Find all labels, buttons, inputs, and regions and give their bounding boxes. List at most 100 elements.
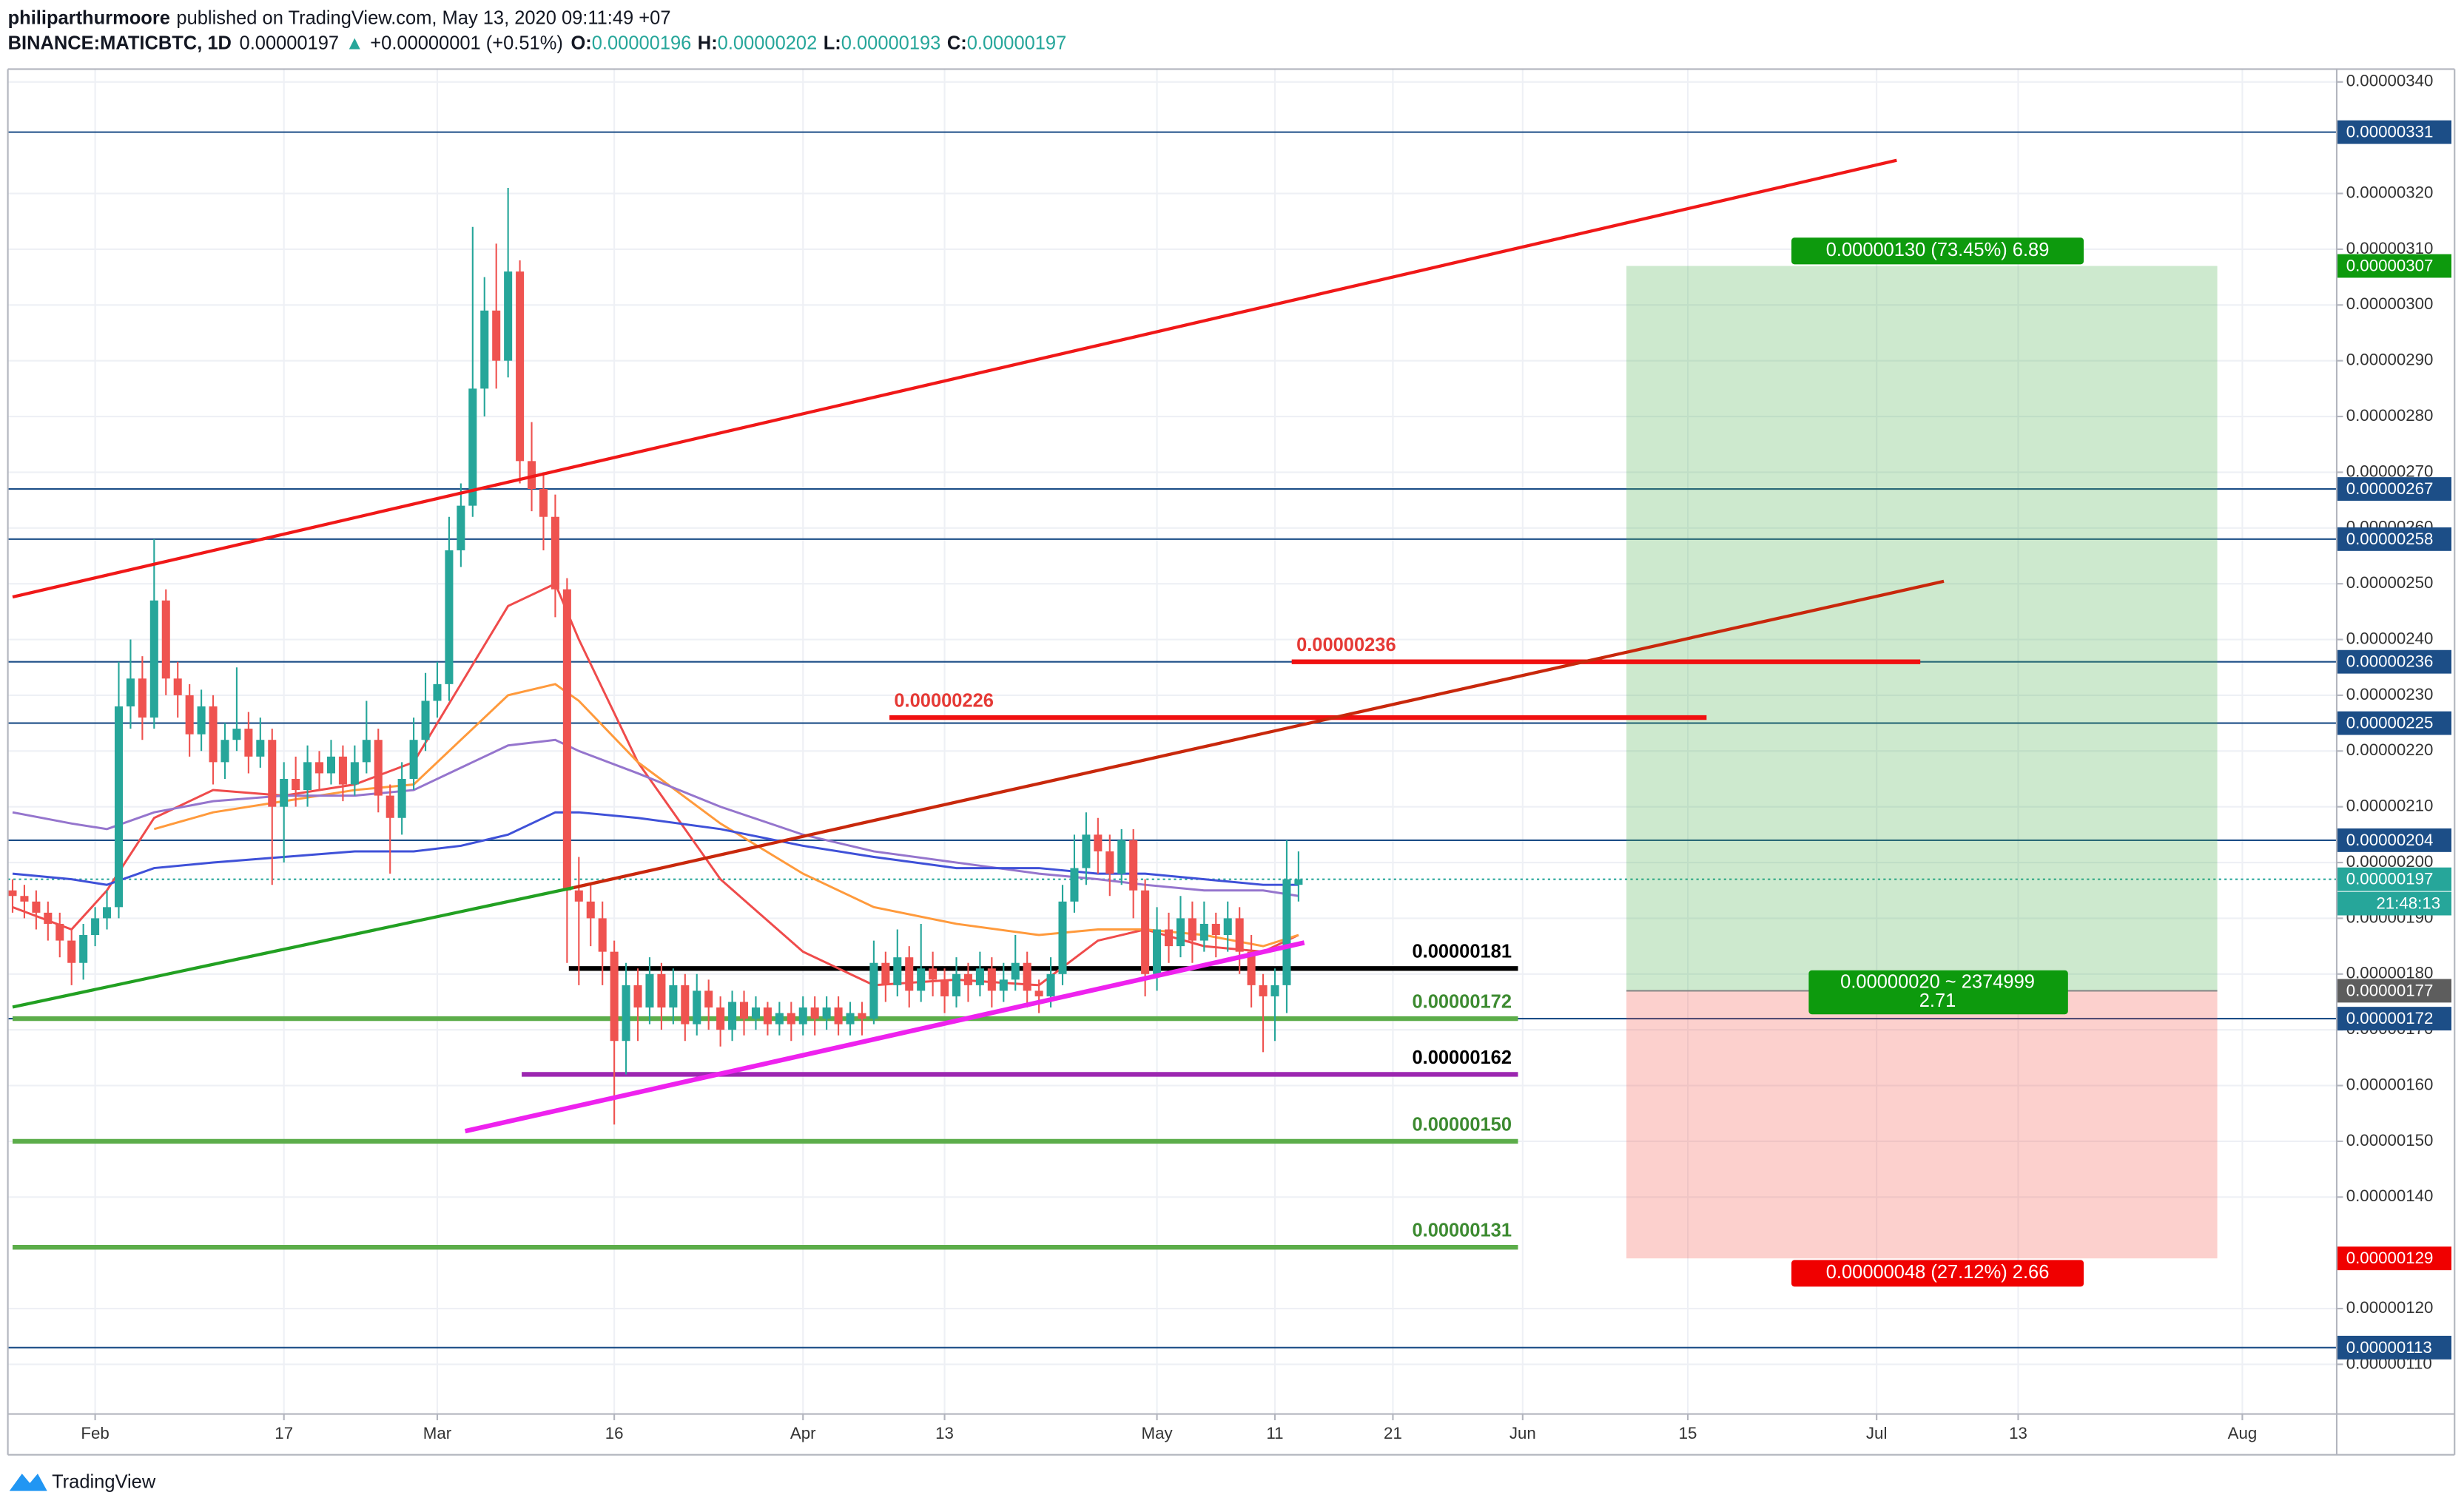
ohlc-value: 0.00000202 bbox=[718, 33, 818, 53]
logo-icon bbox=[9, 1473, 47, 1491]
candle-body bbox=[1034, 990, 1043, 996]
y-tick-label: 0.00000210 bbox=[2346, 797, 2434, 815]
price-tag bbox=[2336, 477, 2452, 501]
y-tick-label: 0.00000220 bbox=[2346, 740, 2434, 759]
x-tick-label: Apr bbox=[790, 1424, 816, 1442]
x-tick-label: 15 bbox=[1679, 1424, 1697, 1442]
entry-label: 2.71 bbox=[1919, 990, 1956, 1011]
candle-body bbox=[917, 968, 926, 991]
candle-body bbox=[586, 901, 595, 919]
candle-body bbox=[929, 968, 938, 980]
candle-body bbox=[338, 756, 347, 785]
candle-body bbox=[987, 968, 996, 991]
candle-body bbox=[1046, 973, 1055, 996]
candle-body bbox=[221, 740, 229, 763]
y-tick-label: 0.00000240 bbox=[2346, 629, 2434, 647]
candle-body bbox=[1235, 918, 1244, 952]
target-label: 0.00000130 (73.45%) 6.89 bbox=[1826, 240, 2050, 260]
candle-body bbox=[751, 1007, 760, 1019]
candle-body bbox=[1105, 851, 1114, 874]
y-tick-label: 0.00000340 bbox=[2346, 72, 2434, 90]
brand: TradingView bbox=[52, 1472, 156, 1493]
candle-body bbox=[20, 896, 29, 902]
x-tick-label: 17 bbox=[275, 1424, 293, 1442]
candle-body bbox=[268, 740, 277, 807]
candle-body bbox=[126, 678, 135, 706]
candle-body bbox=[728, 1002, 737, 1030]
price-tag bbox=[2336, 828, 2452, 852]
candle-body bbox=[32, 901, 41, 913]
candle-body bbox=[610, 951, 619, 1042]
candle-body bbox=[386, 795, 394, 818]
candle-body bbox=[681, 985, 690, 1024]
price-tag-label: 0.00000177 bbox=[2346, 981, 2434, 999]
candle-body bbox=[468, 388, 477, 506]
footer-logo bbox=[9, 1473, 47, 1491]
candle-body bbox=[232, 729, 241, 740]
candle-body bbox=[1153, 929, 1162, 974]
ohlc-key: O: bbox=[570, 33, 591, 53]
price-axis: 0.000003400.000003200.000003100.00000300… bbox=[81, 72, 2452, 1442]
candle-body bbox=[1270, 985, 1279, 996]
y-tick-label: 0.00000140 bbox=[2346, 1186, 2434, 1205]
symbol-line: BINANCE:MATICBTC, 1D 0.00000197 ▲ +0.000000… bbox=[8, 33, 1067, 53]
candle-body bbox=[516, 271, 525, 462]
x-tick-label: 13 bbox=[935, 1424, 954, 1442]
candle-body bbox=[693, 990, 701, 1024]
x-tick-label: 11 bbox=[1266, 1424, 1283, 1442]
ohlc-value: 0.00000193 bbox=[841, 33, 941, 53]
stop-label: 0.00000048 (27.12%) 2.66 bbox=[1826, 1262, 2050, 1283]
profit-zone bbox=[1626, 266, 2218, 991]
y-tick-label: 0.00000290 bbox=[2346, 351, 2434, 369]
change: +0.00000001 (+0.51%) bbox=[370, 33, 563, 53]
author: philiparthurmoore bbox=[8, 7, 170, 28]
price-tag-label: 0.00000307 bbox=[2346, 256, 2434, 274]
x-tick-label: Jun bbox=[1509, 1424, 1536, 1442]
candle-body bbox=[362, 740, 371, 763]
candle-body bbox=[1199, 923, 1208, 941]
candle-body bbox=[822, 1007, 831, 1019]
candle-body bbox=[480, 310, 489, 389]
stop-label-box bbox=[1791, 1260, 2084, 1287]
candle-body bbox=[975, 968, 984, 985]
price-tag-label: 0.00000225 bbox=[2346, 714, 2434, 732]
candle-body bbox=[999, 979, 1008, 991]
candle-body bbox=[704, 990, 713, 1008]
trend-line bbox=[12, 885, 574, 1009]
candle-body bbox=[1211, 923, 1220, 936]
level-label: 0.00000236 bbox=[1296, 635, 1396, 655]
ohlc-key: C: bbox=[947, 33, 967, 53]
x-tick-label: Feb bbox=[81, 1424, 109, 1442]
candle-body bbox=[114, 706, 124, 908]
candle-body bbox=[445, 550, 454, 684]
candle-body bbox=[421, 701, 430, 740]
candle-body bbox=[409, 740, 418, 779]
y-tick-label: 0.00000160 bbox=[2346, 1075, 2434, 1093]
moving-average bbox=[153, 683, 1299, 948]
arrow: ▲ bbox=[346, 33, 364, 53]
loss-zone bbox=[1626, 990, 2218, 1259]
trend-line bbox=[12, 158, 1897, 599]
level-label: 0.00000131 bbox=[1412, 1221, 1512, 1241]
candle-body bbox=[1117, 840, 1126, 874]
price-tag-label: 0.00000236 bbox=[2346, 652, 2434, 671]
candle-body bbox=[326, 756, 336, 774]
price-tag bbox=[2336, 254, 2452, 278]
candle-body bbox=[1129, 840, 1138, 891]
price-tag bbox=[2336, 1335, 2452, 1360]
last-price: 0.00000197 bbox=[240, 33, 340, 53]
countdown-box bbox=[2336, 891, 2452, 916]
candle-body bbox=[1282, 879, 1291, 985]
candle-body bbox=[504, 271, 513, 361]
trend-line bbox=[464, 940, 1305, 1134]
price-tag bbox=[2336, 120, 2452, 144]
candle-body bbox=[185, 695, 194, 735]
candle-body bbox=[138, 678, 147, 718]
candle-body bbox=[858, 1013, 866, 1019]
candle-body bbox=[963, 973, 972, 985]
price-tag-label: 0.00000197 bbox=[2346, 870, 2434, 888]
price-tag-label: 0.00000113 bbox=[2346, 1338, 2432, 1357]
level-label: 0.00000172 bbox=[1412, 992, 1512, 1013]
symbol: BINANCE:MATICBTC, 1D bbox=[8, 33, 232, 53]
